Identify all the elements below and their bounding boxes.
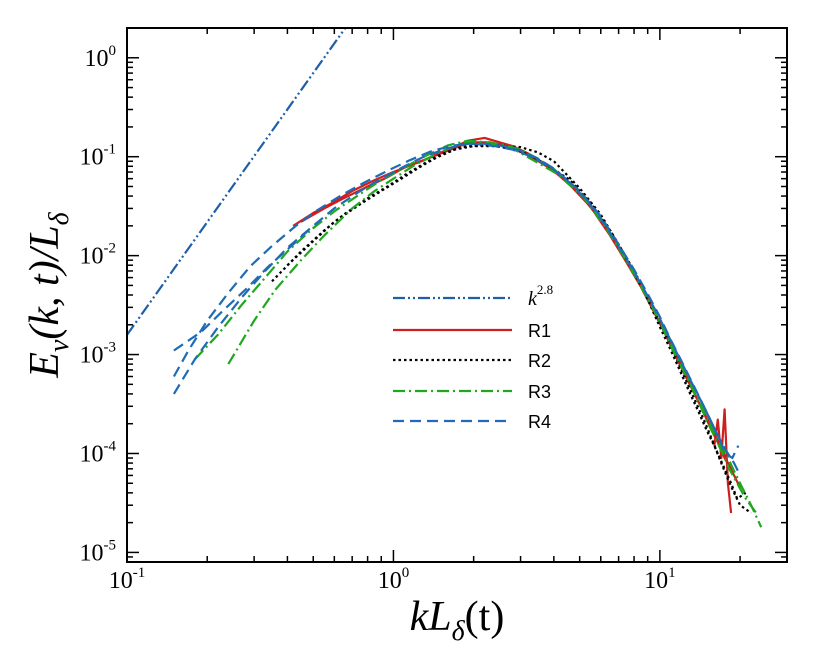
y-tick-exp: -1: [104, 142, 117, 158]
y-tick-label: 10-4: [80, 438, 117, 467]
legend: k2.8 R1 R2 R3 R4: [393, 282, 553, 432]
y-axis-title-sub2: δ: [44, 211, 75, 225]
plot-frame: [126, 27, 788, 563]
x-tick-exp: 0: [402, 565, 410, 581]
y-tick-exp: -5: [104, 537, 117, 553]
y-tick-base: 10: [80, 343, 104, 369]
reference-layer: [127, 28, 347, 336]
y-tick-exp: -2: [104, 241, 117, 257]
y-axis-title-sub: v: [44, 339, 75, 352]
y-tick-label: 10-2: [80, 241, 117, 270]
y-tick-label: 100: [85, 43, 117, 72]
series-line-r3-1: [194, 139, 763, 528]
x-tick-exp: -1: [133, 565, 146, 581]
y-tick-exp: -3: [104, 340, 117, 356]
y-tick-base: 10: [80, 244, 104, 270]
legend-label-r2: R2: [528, 351, 551, 371]
series-line-r4-3: [173, 225, 314, 352]
y-tick-label: 10-5: [80, 537, 117, 566]
series-line-r4-2: [172, 142, 740, 460]
series-line-r1-1: [292, 141, 742, 489]
series-line-r1-3: [713, 408, 733, 514]
series-line-r2-2: [286, 145, 747, 500]
legend-label-ref-exp: 2.8: [537, 282, 553, 297]
y-tick-base: 10: [80, 540, 104, 566]
x-axis-title-main: kL: [410, 594, 452, 640]
x-tick-exp: 1: [668, 565, 676, 581]
legend-label-ref-base: k: [528, 288, 538, 310]
x-tick-label: 10-1: [109, 565, 146, 594]
y-axis-title-main: E: [22, 352, 68, 379]
x-axis-title-tail: (t): [465, 594, 505, 640]
x-tick-base: 10: [644, 568, 668, 594]
reference-line: [127, 28, 347, 336]
x-axis-title: kLδ(t): [410, 594, 505, 647]
y-tick-exp: 0: [109, 43, 117, 59]
x-tick-label: 100: [378, 565, 410, 594]
x-tick-base: 10: [109, 568, 133, 594]
series-curves: [172, 136, 763, 528]
x-axis-title-sub: δ: [452, 616, 466, 647]
y-tick-label: 10-1: [80, 142, 117, 171]
legend-label-r3: R3: [528, 382, 551, 402]
x-tick-label: 101: [644, 565, 676, 594]
y-tick-base: 10: [85, 46, 109, 72]
y-tick-base: 10: [80, 441, 104, 467]
series-line-r2-1: [271, 144, 752, 514]
legend-label-r1: R1: [528, 321, 551, 341]
series-line-r3-2: [227, 140, 758, 514]
series-line-r1-2: [300, 136, 733, 470]
y-tick-base: 10: [80, 145, 104, 171]
legend-label-ref: k2.8: [528, 282, 553, 310]
y-axis-title-mid: (k, t)/L: [22, 225, 68, 339]
legend-label-r4: R4: [528, 412, 551, 432]
axis-ticks: [126, 27, 788, 563]
x-tick-base: 10: [378, 568, 402, 594]
y-axis-title: Ev(k, t)/Lδ: [22, 211, 75, 378]
y-tick-exp: -4: [104, 438, 117, 454]
y-tick-label: 10-3: [80, 340, 117, 369]
